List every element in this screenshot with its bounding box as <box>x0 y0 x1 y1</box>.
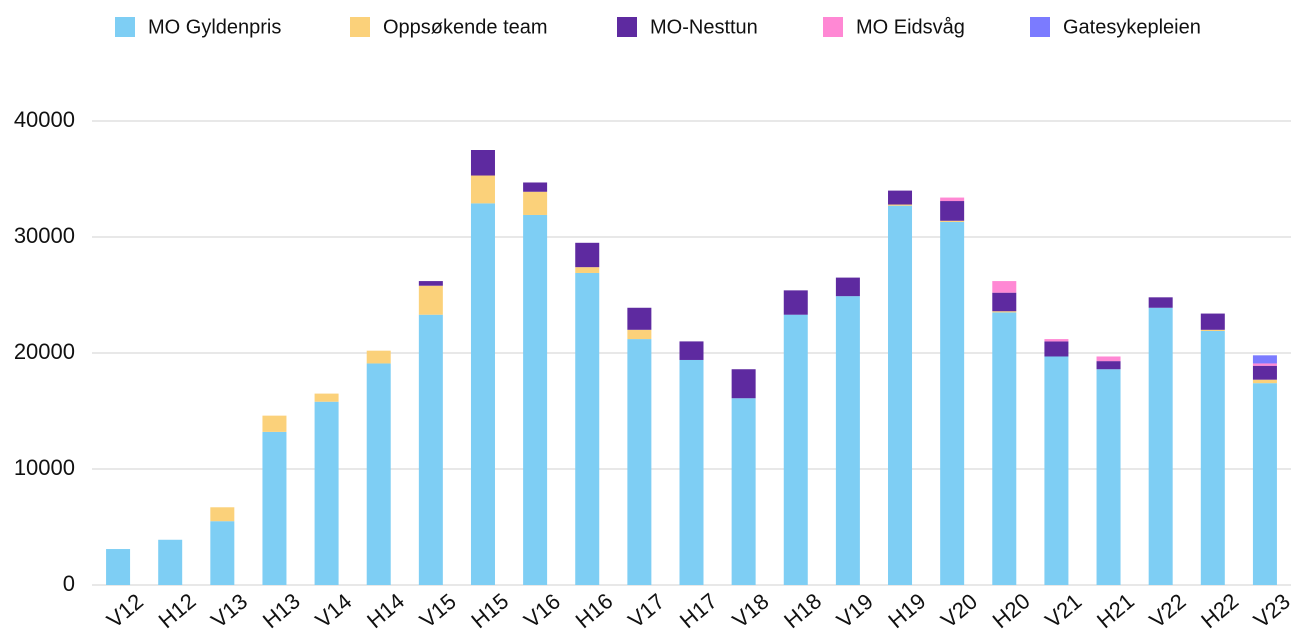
bar-segment <box>1200 313 1225 330</box>
bar-segment <box>418 281 443 286</box>
bar-segment <box>314 401 339 585</box>
bar-segment <box>627 329 652 340</box>
bar-segment <box>1096 361 1121 370</box>
bar-segment <box>992 312 1017 585</box>
x-tick-label: V20 <box>936 589 982 633</box>
y-tick-label: 10000 <box>14 455 75 480</box>
y-tick-label: 30000 <box>14 223 75 248</box>
x-tick-label: V14 <box>310 589 356 633</box>
bar-segment <box>992 311 1017 313</box>
bar-segment <box>627 339 652 585</box>
bar-segment <box>888 204 913 206</box>
bar-segment <box>888 190 913 205</box>
bar-segment <box>1200 329 1225 331</box>
x-tick-label: H17 <box>675 588 722 633</box>
legend-label: Oppsøkende team <box>383 16 548 38</box>
legend-swatch <box>350 17 370 37</box>
bar-segment <box>106 549 131 585</box>
bar-segment <box>888 205 913 585</box>
x-tick-label: V16 <box>519 589 565 633</box>
bar-segment <box>575 272 600 585</box>
bar-segment <box>1252 363 1277 366</box>
x-tick-label: V19 <box>832 589 878 633</box>
x-tick-label: V12 <box>102 589 148 633</box>
bar-segment <box>1148 307 1173 585</box>
bar-segment <box>366 363 391 585</box>
bar-segment <box>523 191 548 215</box>
bar-segment <box>1252 355 1277 364</box>
bar-segment <box>731 398 756 585</box>
legend-label: MO-Nesttun <box>650 16 758 38</box>
bar-segment <box>366 350 391 364</box>
x-tick-label: H16 <box>571 588 618 633</box>
bar-segment <box>731 369 756 399</box>
bar-segment <box>575 242 600 268</box>
x-tick-label: H15 <box>466 588 513 633</box>
bar-segment <box>470 203 495 586</box>
legend-label: MO Eidsvåg <box>856 16 965 38</box>
bar-segment <box>262 415 287 432</box>
legend-swatch <box>823 17 843 37</box>
bar-segment <box>418 285 443 315</box>
bar-segment <box>210 521 235 585</box>
y-tick-label: 20000 <box>14 339 75 364</box>
bar-segment <box>783 290 808 315</box>
bar-segment <box>940 221 965 586</box>
bar-segment <box>523 182 548 192</box>
bar-segment <box>835 277 860 297</box>
bar-segment <box>314 393 339 402</box>
x-tick-label: H12 <box>154 588 201 633</box>
bar-segment <box>940 201 965 221</box>
legend-swatch <box>1030 17 1050 37</box>
x-tick-label: V22 <box>1145 589 1191 633</box>
bar-segment <box>1096 369 1121 585</box>
bar-segment <box>1252 383 1277 585</box>
bar-segment <box>418 314 443 585</box>
bar-segment <box>1200 330 1225 585</box>
bar-segment <box>158 539 183 585</box>
legend-label: Gatesykepleien <box>1063 16 1201 38</box>
bar-segment <box>575 267 600 273</box>
bar-segment <box>627 307 652 330</box>
x-tick-label: H21 <box>1092 588 1139 633</box>
x-tick-label: H14 <box>362 588 409 633</box>
legend-swatch <box>617 17 637 37</box>
bar-segment <box>1096 356 1121 362</box>
x-tick-label: V18 <box>728 589 774 633</box>
bar-segment <box>1252 365 1277 380</box>
x-tick-label: H19 <box>883 588 930 633</box>
x-tick-label: V23 <box>1249 589 1291 633</box>
bar-segment <box>523 214 548 585</box>
bar-segment <box>262 431 287 585</box>
bar-segment <box>940 197 965 202</box>
y-tick-label: 40000 <box>14 107 75 132</box>
bar-segment <box>679 341 704 360</box>
bar-segment <box>992 292 1017 312</box>
x-tick-label: H18 <box>779 588 826 633</box>
bar-segment <box>210 507 235 522</box>
bar-segment <box>1148 297 1173 308</box>
x-tick-label: H20 <box>988 588 1035 633</box>
x-tick-label: V13 <box>206 589 252 633</box>
bar-segment <box>1044 339 1069 342</box>
x-tick-label: V15 <box>415 589 461 633</box>
legend-label: MO Gyldenpris <box>148 16 281 38</box>
bar-segment <box>470 150 495 176</box>
bar-segment <box>1252 379 1277 384</box>
y-tick-label: 0 <box>63 571 75 596</box>
bar-segment <box>1044 356 1069 585</box>
bar-segment <box>679 359 704 585</box>
bar-segment <box>940 220 965 222</box>
bar-segment <box>1044 341 1069 357</box>
bar-segment <box>470 175 495 204</box>
legend-swatch <box>115 17 135 37</box>
x-tick-label: H13 <box>258 588 305 633</box>
x-tick-label: V21 <box>1040 589 1086 633</box>
bar-segment <box>992 281 1017 293</box>
x-tick-label: H22 <box>1196 588 1243 633</box>
x-tick-label: V17 <box>623 589 669 633</box>
bar-segment <box>835 296 860 585</box>
bar-segment <box>783 314 808 585</box>
